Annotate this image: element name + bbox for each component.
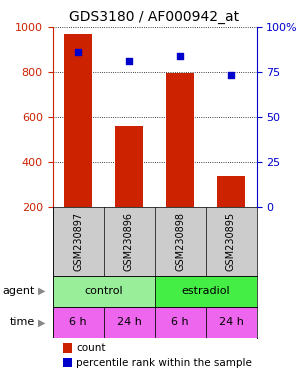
Text: GSM230896: GSM230896 [124,212,134,271]
Text: agent: agent [2,286,34,296]
Bar [154,276,256,307]
Bar [64,34,92,207]
Text: 24 h: 24 h [117,317,141,328]
Bar [103,307,154,338]
Bar [52,307,104,338]
Text: ▶: ▶ [38,317,45,328]
Bar [63,358,72,367]
Point [178,53,182,59]
Bar [154,307,206,338]
Bar [217,176,245,207]
Text: estradiol: estradiol [181,286,230,296]
Point [229,72,233,78]
Text: GSM230898: GSM230898 [175,212,185,271]
Text: time: time [9,317,34,328]
Text: 6 h: 6 h [69,317,87,328]
Text: GSM230897: GSM230897 [73,212,83,271]
Text: GSM230895: GSM230895 [226,212,236,271]
Bar [52,276,154,307]
Text: control: control [84,286,123,296]
Point [76,49,80,55]
Text: count: count [76,343,106,353]
Text: 6 h: 6 h [171,317,189,328]
Text: percentile rank within the sample: percentile rank within the sample [76,358,252,367]
Bar [115,126,143,207]
Text: ▶: ▶ [38,286,45,296]
Title: GDS3180 / AF000942_at: GDS3180 / AF000942_at [69,10,240,25]
Bar [206,307,256,338]
Text: 24 h: 24 h [219,317,243,328]
Bar [166,73,194,207]
Point [127,58,131,64]
Bar [63,343,72,353]
